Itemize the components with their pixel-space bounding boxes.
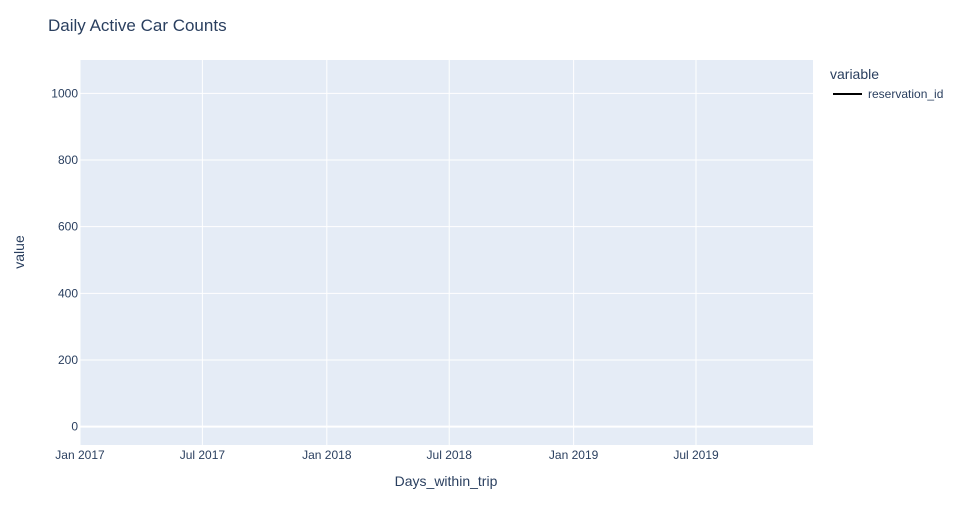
y-tick-label: 600	[58, 220, 78, 234]
x-tick-label: Jan 2017	[55, 448, 105, 462]
x-axis-title: Days_within_trip	[395, 473, 498, 489]
y-tick-label: 800	[58, 153, 78, 167]
y-tick-label: 200	[58, 353, 78, 367]
legend[interactable]: variable reservation_id	[830, 66, 943, 101]
y-gridlines	[80, 92, 813, 428]
legend-title: variable	[830, 66, 879, 82]
x-gridlines	[79, 60, 697, 445]
plot-area[interactable]	[80, 60, 813, 445]
legend-label: reservation_id	[868, 87, 943, 101]
chart-title: Daily Active Car Counts	[48, 16, 227, 35]
y-tick-label: 400	[58, 286, 78, 300]
y-axis-title: value	[11, 235, 27, 269]
x-tick-label: Jan 2019	[549, 448, 599, 462]
x-tick-label: Jul 2018	[427, 448, 473, 462]
x-tick-label: Jan 2018	[302, 448, 352, 462]
legend-item[interactable]: reservation_id	[833, 87, 943, 101]
y-tick-label: 1000	[51, 86, 78, 100]
x-tick-label: Jul 2019	[673, 448, 719, 462]
y-axis-ticks: 0 200 400 600 800 1000	[51, 86, 78, 433]
y-tick-label: 0	[71, 420, 78, 434]
x-axis-ticks: Jan 2017 Jul 2017 Jan 2018 Jul 2018 Jan 2019…	[55, 448, 719, 462]
x-tick-label: Jul 2017	[180, 448, 226, 462]
